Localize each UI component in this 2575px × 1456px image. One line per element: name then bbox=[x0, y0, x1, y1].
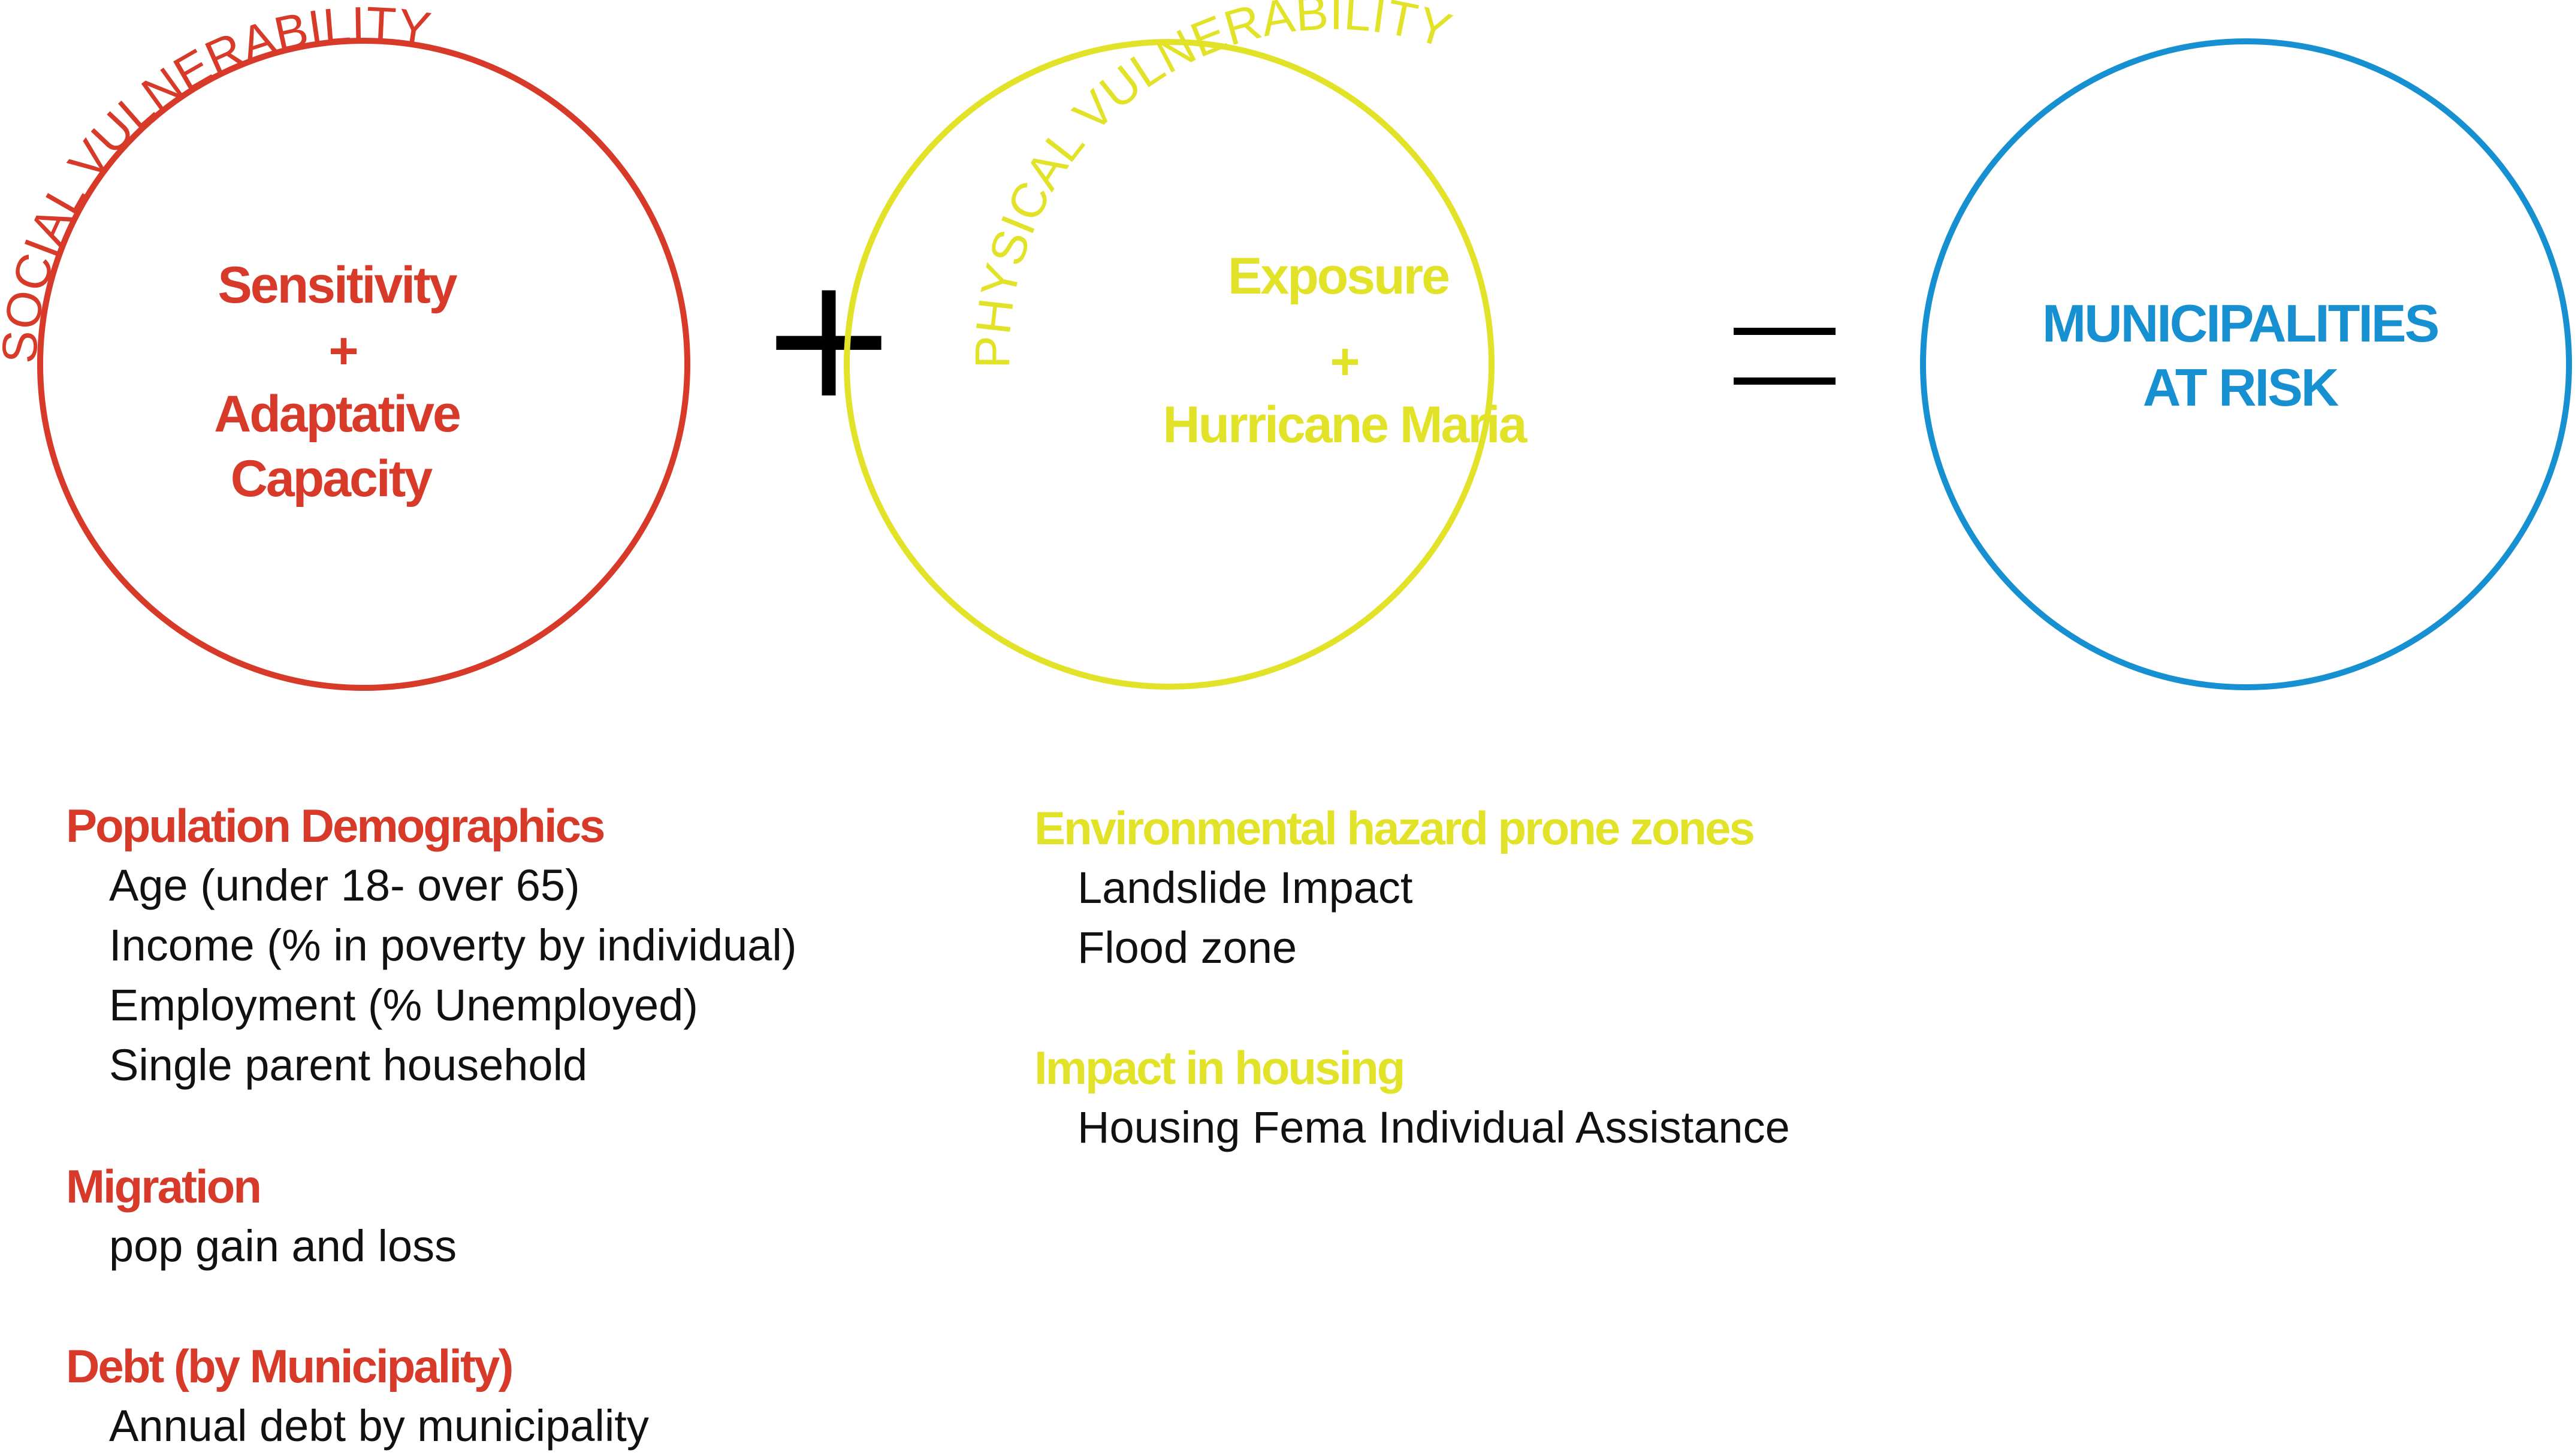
fema-assistance-item: Housing Fema Individual Assistance bbox=[1077, 1102, 1790, 1152]
impact-housing-title: Impact in housing bbox=[1034, 1041, 1405, 1094]
social-vulnerability-circle bbox=[37, 38, 690, 691]
social-section-migration: Migration pop gain and loss bbox=[66, 1156, 457, 1276]
social-plus-label: + bbox=[328, 322, 357, 380]
annual-debt-item: Annual debt by municipality bbox=[109, 1401, 649, 1451]
physical-section-hazard: Environmental hazard prone zones Landsli… bbox=[1034, 798, 1755, 978]
physical-vulnerability-circle bbox=[844, 39, 1495, 690]
physical-arc-textpath: PHYSICAL VULNERABILITY bbox=[965, 0, 1457, 368]
social-capacity-label: Capacity bbox=[231, 450, 433, 508]
debt-title: Debt (by Municipality) bbox=[66, 1340, 514, 1392]
age-item: Age (under 18- over 65) bbox=[109, 860, 580, 910]
migration-title: Migration bbox=[66, 1160, 262, 1213]
physical-section-housing: Impact in housing Housing Fema Individua… bbox=[1034, 1038, 1790, 1158]
flood-zone-item: Flood zone bbox=[1077, 923, 1297, 972]
physical-plus-label: + bbox=[1330, 333, 1358, 391]
risk-at-risk-label: AT RISK bbox=[2143, 358, 2339, 417]
equals-operator-top-bar bbox=[1734, 328, 1836, 335]
social-section-population: Population Demographics Age (under 18- o… bbox=[66, 796, 797, 1095]
social-adaptative-label: Adaptative bbox=[214, 385, 460, 443]
landslide-item: Landslide Impact bbox=[1077, 863, 1413, 913]
physical-hurricane-label: Hurricane Maria bbox=[1163, 396, 1528, 454]
equals-operator-bottom-bar bbox=[1734, 377, 1836, 385]
social-sensitivity-label: Sensitivity bbox=[218, 256, 457, 314]
municipalities-at-risk-circle bbox=[1920, 38, 2572, 690]
population-demographics-title: Population Demographics bbox=[66, 799, 605, 852]
pop-gain-loss-item: pop gain and loss bbox=[109, 1221, 457, 1271]
physical-exposure-label: Exposure bbox=[1228, 247, 1448, 305]
social-section-debt: Debt (by Municipality) Annual debt by mu… bbox=[66, 1336, 649, 1456]
plus-operator: + bbox=[759, 240, 899, 436]
single-parent-item: Single parent household bbox=[109, 1040, 588, 1090]
employment-item: Employment (% Unemployed) bbox=[109, 980, 698, 1030]
environmental-hazard-title: Environmental hazard prone zones bbox=[1034, 802, 1755, 854]
risk-municipalities-label: MUNICIPALITIES bbox=[2042, 294, 2438, 353]
income-item: Income (% in poverty by individual) bbox=[109, 920, 797, 970]
physical-vulnerability-arc-label: PHYSICAL VULNERABILITY bbox=[965, 0, 1457, 368]
